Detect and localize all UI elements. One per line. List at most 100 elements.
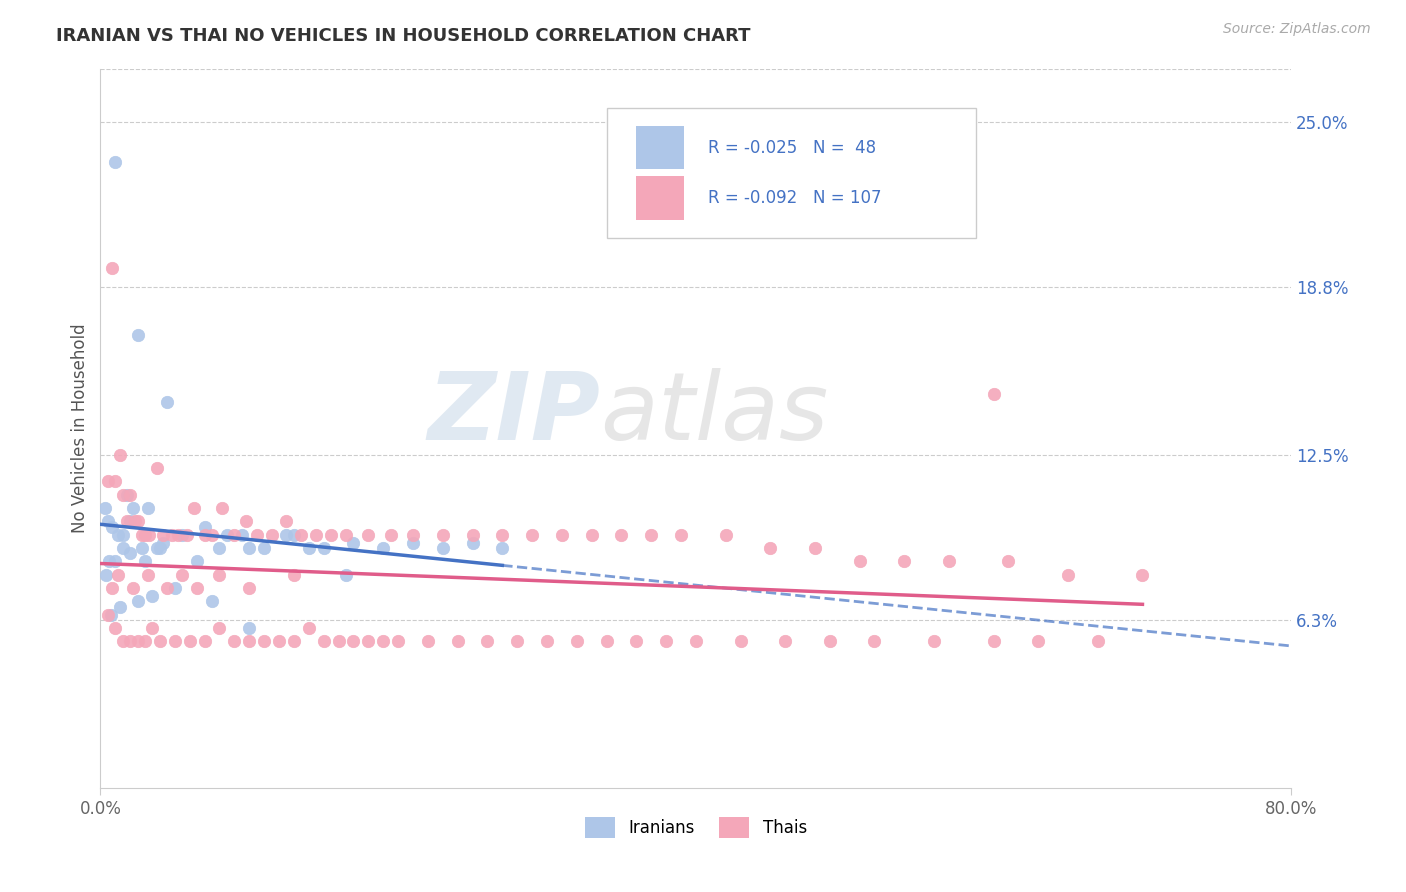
Point bbox=[714, 527, 737, 541]
Point bbox=[160, 527, 183, 541]
Point bbox=[108, 448, 131, 462]
Point bbox=[983, 386, 1005, 401]
Point bbox=[100, 607, 122, 622]
Point bbox=[179, 634, 201, 648]
Text: IRANIAN VS THAI NO VEHICLES IN HOUSEHOLD CORRELATION CHART: IRANIAN VS THAI NO VEHICLES IN HOUSEHOLD… bbox=[56, 27, 751, 45]
Text: R = -0.025   N =  48: R = -0.025 N = 48 bbox=[707, 138, 876, 157]
Point bbox=[246, 527, 269, 541]
Point bbox=[759, 541, 782, 555]
Text: ZIP: ZIP bbox=[427, 368, 600, 459]
Point bbox=[260, 527, 283, 541]
Point bbox=[156, 581, 179, 595]
Point bbox=[149, 541, 172, 555]
Point bbox=[342, 634, 364, 648]
Point bbox=[595, 634, 617, 648]
Point bbox=[127, 327, 149, 342]
Point bbox=[104, 554, 127, 568]
Point bbox=[111, 488, 134, 502]
Point bbox=[290, 527, 312, 541]
Point bbox=[1057, 567, 1080, 582]
Point bbox=[373, 634, 395, 648]
Point bbox=[235, 515, 257, 529]
Point bbox=[104, 475, 127, 489]
Point bbox=[1087, 634, 1109, 648]
Point bbox=[551, 527, 574, 541]
Point bbox=[156, 394, 179, 409]
Point bbox=[107, 567, 129, 582]
Point bbox=[276, 527, 298, 541]
Point bbox=[997, 554, 1019, 568]
Point bbox=[305, 527, 328, 541]
Point bbox=[416, 634, 439, 648]
Point bbox=[97, 607, 120, 622]
Point bbox=[238, 541, 260, 555]
Point bbox=[122, 501, 145, 516]
Point bbox=[402, 527, 425, 541]
Point bbox=[127, 594, 149, 608]
Point bbox=[342, 535, 364, 549]
Point bbox=[276, 515, 298, 529]
Point bbox=[581, 527, 603, 541]
Point bbox=[97, 475, 120, 489]
Legend: Iranians, Thais: Iranians, Thais bbox=[578, 811, 814, 844]
Point bbox=[253, 541, 276, 555]
Point bbox=[134, 527, 156, 541]
Point bbox=[146, 541, 169, 555]
Point bbox=[335, 567, 357, 582]
Point bbox=[1026, 634, 1049, 648]
Point bbox=[238, 581, 260, 595]
Point bbox=[134, 634, 156, 648]
Point bbox=[141, 621, 163, 635]
Point bbox=[193, 520, 215, 534]
Point bbox=[208, 567, 231, 582]
Point bbox=[120, 546, 142, 560]
Point bbox=[238, 634, 260, 648]
Point bbox=[1132, 567, 1154, 582]
Point bbox=[357, 634, 380, 648]
Point bbox=[432, 527, 454, 541]
Point bbox=[136, 567, 159, 582]
Point bbox=[863, 634, 886, 648]
Point bbox=[138, 527, 160, 541]
FancyBboxPatch shape bbox=[606, 108, 976, 237]
Point bbox=[461, 527, 484, 541]
Point bbox=[506, 634, 529, 648]
Point bbox=[491, 541, 513, 555]
Point bbox=[111, 634, 134, 648]
Point bbox=[201, 594, 224, 608]
Point bbox=[224, 634, 246, 648]
Point bbox=[111, 527, 134, 541]
Text: Source: ZipAtlas.com: Source: ZipAtlas.com bbox=[1223, 22, 1371, 37]
Point bbox=[238, 621, 260, 635]
Point bbox=[101, 261, 124, 276]
Point bbox=[94, 501, 117, 516]
Point bbox=[193, 527, 215, 541]
Point bbox=[893, 554, 915, 568]
Point bbox=[149, 634, 172, 648]
Point bbox=[231, 527, 253, 541]
Point bbox=[211, 501, 233, 516]
Point bbox=[108, 599, 131, 614]
Point bbox=[380, 527, 402, 541]
Point bbox=[186, 581, 208, 595]
Point bbox=[101, 520, 124, 534]
Point bbox=[640, 527, 662, 541]
Point bbox=[626, 634, 648, 648]
Point bbox=[685, 634, 707, 648]
Point bbox=[373, 541, 395, 555]
Point bbox=[120, 515, 142, 529]
Point bbox=[183, 501, 205, 516]
Point bbox=[283, 527, 305, 541]
Text: atlas: atlas bbox=[600, 368, 828, 459]
Point bbox=[120, 634, 142, 648]
Point bbox=[283, 634, 305, 648]
Point bbox=[520, 527, 543, 541]
Point bbox=[163, 634, 186, 648]
Point bbox=[328, 634, 350, 648]
Point bbox=[146, 461, 169, 475]
Point bbox=[134, 554, 156, 568]
Point bbox=[938, 554, 960, 568]
Point bbox=[186, 554, 208, 568]
Point bbox=[298, 541, 321, 555]
Point bbox=[298, 621, 321, 635]
